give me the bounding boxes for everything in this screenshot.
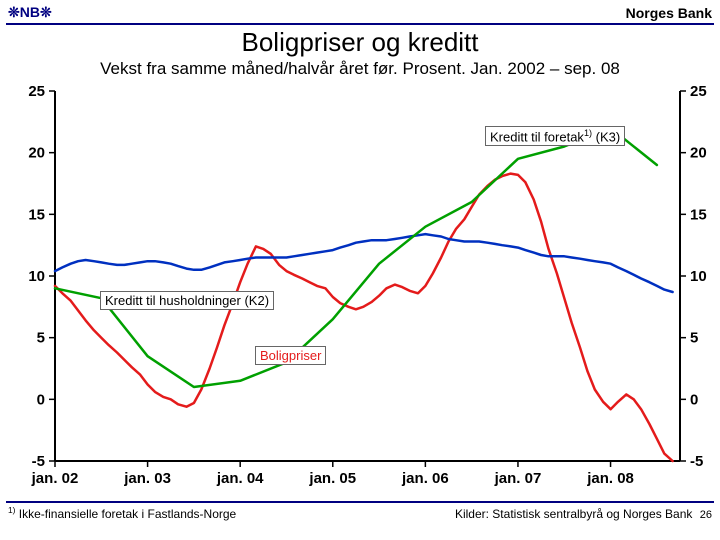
svg-text:15: 15 <box>28 206 45 223</box>
svg-text:10: 10 <box>28 268 45 285</box>
series-label-kreditt-foretak-k3: Kreditt til foretak1) (K3) <box>485 126 625 146</box>
svg-text:jan. 05: jan. 05 <box>308 470 356 487</box>
svg-text:5: 5 <box>690 330 698 347</box>
series-label-kreditt-husholdninger-k2: Kreditt til husholdninger (K2) <box>100 291 274 310</box>
svg-text:10: 10 <box>690 268 707 285</box>
svg-text:15: 15 <box>690 206 707 223</box>
header-rule <box>6 23 714 25</box>
svg-text:5: 5 <box>37 330 45 347</box>
header-row: ❊NB❊ Norges Bank <box>0 0 720 23</box>
sources: Kilder: Statistisk sentralbyrå og Norges… <box>455 507 692 521</box>
footer-row: 1) Ikke-finansielle foretak i Fastlands-… <box>0 503 720 521</box>
page-title: Boligpriser og kreditt <box>0 27 720 58</box>
svg-text:jan. 02: jan. 02 <box>31 470 79 487</box>
series-label-boligpriser: Boligpriser <box>255 346 326 365</box>
svg-text:jan. 06: jan. 06 <box>401 470 449 487</box>
footnote: 1) Ikke-finansielle foretak i Fastlands-… <box>8 505 236 521</box>
svg-text:jan. 03: jan. 03 <box>123 470 171 487</box>
svg-text:-5: -5 <box>690 453 703 470</box>
svg-text:jan. 08: jan. 08 <box>586 470 634 487</box>
page-number: 26 <box>696 509 712 521</box>
svg-text:-5: -5 <box>32 453 45 470</box>
svg-text:25: 25 <box>28 83 45 100</box>
svg-text:0: 0 <box>690 391 698 408</box>
chart: -5 -5 0 0 5 5 10 10 15 15 20 20 25 25 jan. 02 jan. 03 ja… <box>0 81 720 501</box>
logo: ❊NB❊ <box>8 4 52 21</box>
svg-text:20: 20 <box>690 145 707 162</box>
page-subtitle: Vekst fra samme måned/halvår året før. P… <box>0 59 720 79</box>
svg-text:0: 0 <box>37 391 45 408</box>
bank-name: Norges Bank <box>626 5 712 21</box>
svg-text:jan. 07: jan. 07 <box>494 470 542 487</box>
svg-text:25: 25 <box>690 83 707 100</box>
svg-text:20: 20 <box>28 145 45 162</box>
svg-text:jan. 04: jan. 04 <box>216 470 264 487</box>
